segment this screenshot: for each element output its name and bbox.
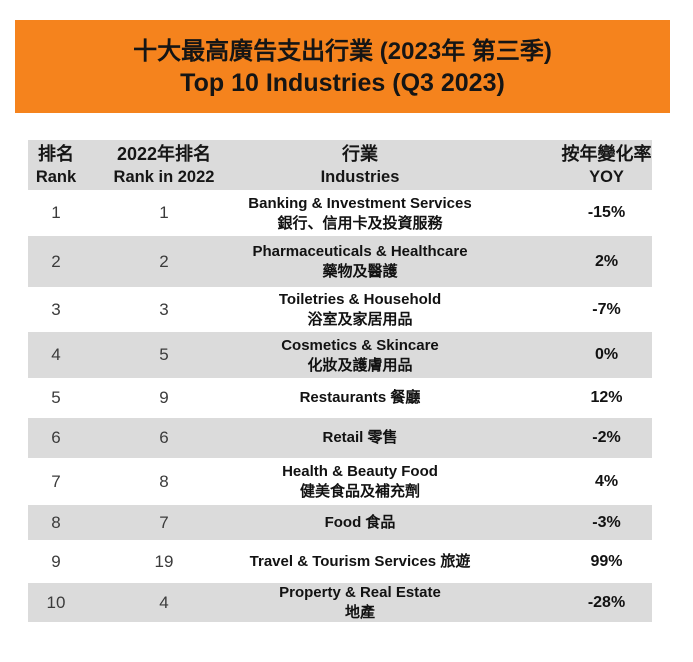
table-header-row: 排名 Rank 2022年排名 Rank in 2022 行業 Industri… [28,140,652,190]
table-row-1: 1 1 Banking & Investment Services 銀行、信用卡… [28,190,652,236]
industry-name-zh: 銀行、信用卡及投資服務 [277,214,443,232]
industry-name-en: Retail 零售 [322,429,398,446]
yoy-cell: -3% [592,513,621,531]
rank-cell: 3 [51,299,61,319]
industry-cell: Toiletries & Household 浴室及家居用品 [244,287,476,332]
yoy-cell: -7% [592,300,621,318]
industry-name-zh: 化妝及護膚用品 [307,356,413,374]
industry-cell: Health & Beauty Food 健美食品及補充劑 [244,458,476,505]
rank-cell: 10 [46,592,66,612]
banner-title-zh: 十大最高廣告支出行業 (2023年 第三季) [133,37,552,65]
banner-title-en: Top 10 Industries (Q3 2023) [180,68,505,97]
table-row-10: 10 4 Property & Real Estate 地產 -28% [28,583,652,622]
table-row-4: 4 5 Cosmetics & Skincare 化妝及護膚用品 0% [28,332,652,378]
industry-cell: Travel & Tourism Services 旅遊 [244,540,476,583]
rank-2022-cell: 6 [159,428,169,447]
industry-name-en: Health & Beauty Food [282,463,438,480]
industry-cell: Pharmaceuticals & Healthcare 藥物及醫護 [244,236,476,287]
industry-name-en: Toiletries & Household [278,291,442,308]
rank-2022-cell: 1 [159,203,169,222]
industry-name-zh: 地產 [344,604,375,621]
rank-cell: 8 [51,512,61,532]
yoy-cell: -15% [587,204,626,221]
rank-2022-cell: 3 [159,299,169,319]
yoy-cell: 0% [594,346,619,363]
rank-2022-cell: 2 [159,251,169,271]
column-header-industries-zh: 行業 [342,144,378,164]
industry-cell: Restaurants 餐廳 [244,378,476,418]
industry-name-en: Pharmaceuticals & Healthcare [252,243,468,260]
industry-name-zh: 浴室及家居用品 [307,311,413,328]
column-header-rank: 排名 Rank [28,140,84,190]
industry-name-en: Banking & Investment Services [248,194,472,212]
column-header-yoy: 按年變化率 YOY [476,140,652,190]
yoy-cell: 4% [594,472,619,490]
table-row-3: 3 3 Toiletries & Household 浴室及家居用品 -7% [28,287,652,332]
column-header-rank-2022-en: Rank in 2022 [113,168,215,186]
column-header-industries: 行業 Industries [244,140,476,190]
rank-cell: 7 [51,471,61,491]
rank-2022-cell: 5 [159,345,169,364]
industry-name-en: Cosmetics & Skincare [281,336,439,354]
rank-cell: 5 [51,388,61,407]
column-header-yoy-en: YOY [589,168,624,186]
industry-name-en: Food 食品 [324,513,396,531]
rank-cell: 2 [51,251,61,271]
yoy-cell: 99% [590,552,623,570]
rank-cell: 4 [51,345,61,364]
column-header-yoy-zh: 按年變化率 [561,144,652,164]
rank-2022-cell: 19 [154,551,174,571]
rank-2022-cell: 9 [159,388,169,407]
industry-cell: Banking & Investment Services 銀行、信用卡及投資服… [244,190,476,236]
table-row-7: 7 8 Health & Beauty Food 健美食品及補充劑 4% [28,458,652,505]
rank-cell: 9 [51,551,61,571]
table-row-6: 6 6 Retail 零售 -2% [28,418,652,458]
industry-name-en: Restaurants 餐廳 [299,389,421,406]
title-banner: 十大最高廣告支出行業 (2023年 第三季) Top 10 Industries… [15,20,670,113]
column-header-rank-en: Rank [35,168,77,186]
industry-name-en: Travel & Tourism Services 旅遊 [249,552,471,570]
table-row-2: 2 2 Pharmaceuticals & Healthcare 藥物及醫護 2… [28,236,652,287]
table-row-5: 5 9 Restaurants 餐廳 12% [28,378,652,418]
yoy-cell: -2% [592,429,621,446]
industry-cell: Food 食品 [244,505,476,540]
column-header-rank-2022: 2022年排名 Rank in 2022 [84,140,244,190]
rank-cell: 1 [51,203,61,222]
table-row-9: 9 19 Travel & Tourism Services 旅遊 99% [28,540,652,583]
column-header-rank-zh: 排名 [38,144,74,164]
industry-name-zh: 藥物及醫護 [322,263,398,280]
rank-cell: 6 [51,428,61,447]
rank-2022-cell: 7 [159,512,169,532]
industries-ranking-table: 排名 Rank 2022年排名 Rank in 2022 行業 Industri… [28,140,652,622]
yoy-cell: -28% [587,593,626,611]
rank-2022-cell: 4 [159,592,169,612]
industry-name-en: Property & Real Estate [279,584,441,601]
industry-cell: Property & Real Estate 地產 [244,583,476,622]
column-header-industries-en: Industries [320,168,400,186]
industry-cell: Cosmetics & Skincare 化妝及護膚用品 [244,332,476,378]
rank-2022-cell: 8 [159,471,169,491]
column-header-rank-2022-zh: 2022年排名 [116,144,212,164]
table-row-8: 8 7 Food 食品 -3% [28,505,652,540]
yoy-cell: 12% [590,389,623,406]
yoy-cell: 2% [594,252,619,270]
industry-cell: Retail 零售 [244,418,476,458]
industry-name-zh: 健美食品及補充劑 [299,483,420,500]
